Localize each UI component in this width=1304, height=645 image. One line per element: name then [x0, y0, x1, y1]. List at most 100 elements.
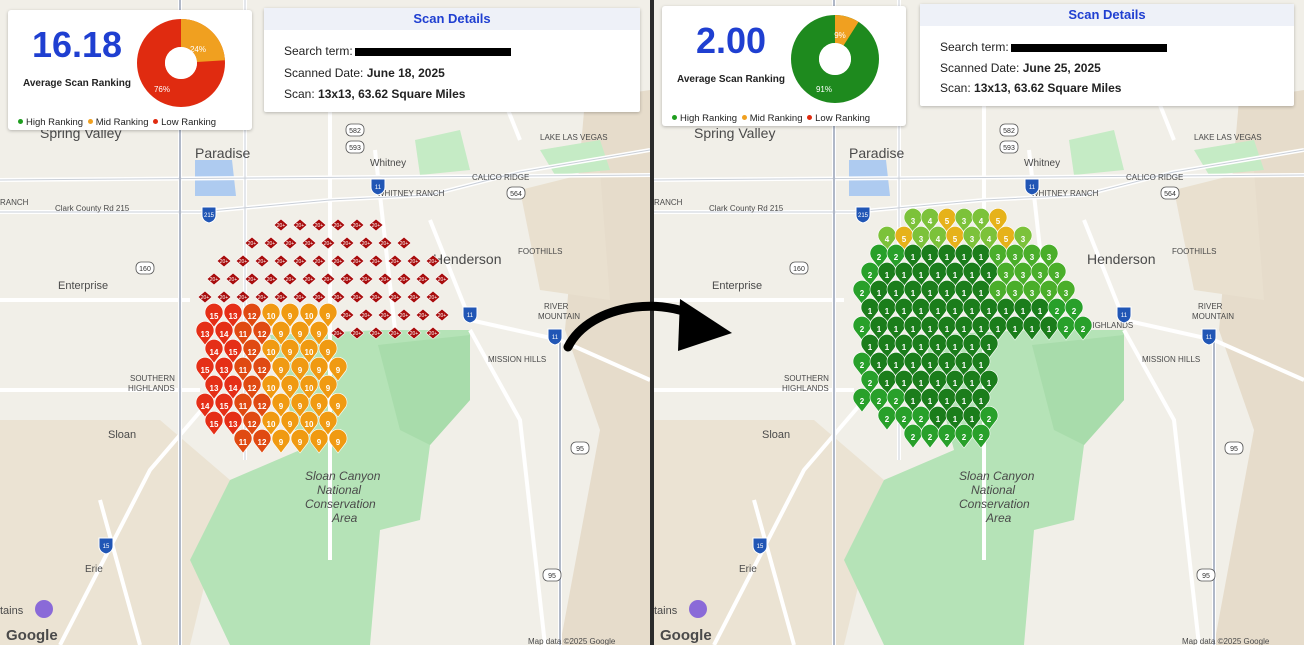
svg-text:1: 1 — [919, 307, 924, 316]
route-shield-icon: 582 — [345, 123, 365, 137]
rank-marker: 13 — [195, 321, 215, 346]
svg-text:4: 4 — [979, 217, 984, 226]
rank-marker-low: 20+ — [358, 272, 374, 286]
donut-mid-pct: 24% — [190, 45, 206, 54]
rank-marker: 9 — [328, 393, 348, 418]
svg-text:1: 1 — [953, 271, 958, 280]
svg-text:1: 1 — [928, 289, 933, 298]
svg-text:20+: 20+ — [372, 331, 381, 337]
rank-marker: 9 — [318, 411, 338, 436]
svg-text:15: 15 — [757, 544, 764, 550]
svg-text:3: 3 — [919, 235, 924, 244]
svg-text:9: 9 — [336, 366, 341, 375]
ranking-legend: High Ranking Mid Ranking Low Ranking — [670, 113, 870, 124]
svg-text:20+: 20+ — [258, 295, 267, 301]
svg-text:11: 11 — [552, 335, 559, 341]
rank-marker: 15 — [223, 339, 243, 364]
svg-text:1: 1 — [979, 325, 984, 334]
rank-marker-low: 20+ — [377, 272, 393, 286]
svg-text:11: 11 — [239, 366, 248, 375]
svg-text:12: 12 — [248, 384, 257, 393]
svg-text:3: 3 — [1013, 253, 1018, 262]
scanned-date-label: Scanned Date: — [284, 66, 364, 80]
scan-size-value: 13x13, 63.62 Square Miles — [974, 81, 1122, 95]
rank-marker: 13 — [214, 357, 234, 382]
rank-marker-low: 20+ — [396, 236, 412, 250]
svg-text:3: 3 — [911, 217, 916, 226]
svg-text:20+: 20+ — [277, 223, 286, 229]
rank-marker-low: 20+ — [235, 290, 251, 304]
rank-marker-low: 20+ — [320, 272, 336, 286]
park-ridge-area — [378, 335, 470, 445]
svg-text:1: 1 — [979, 289, 984, 298]
svg-text:10: 10 — [305, 420, 314, 429]
rank-marker: 10 — [299, 411, 319, 436]
road — [428, 219, 650, 382]
svg-text:15: 15 — [220, 402, 229, 411]
road — [98, 499, 142, 645]
rank-marker: 14 — [214, 321, 234, 346]
svg-text:9: 9 — [317, 366, 322, 375]
label-lake-las-vegas: LAKE LAS VEGAS — [540, 133, 608, 142]
svg-text:3: 3 — [1047, 289, 1052, 298]
svg-text:20+: 20+ — [410, 331, 419, 337]
search-term-label: Search term: — [284, 44, 353, 58]
rank-marker-low: 20+ — [406, 326, 422, 340]
svg-text:1: 1 — [945, 289, 950, 298]
rank-marker-low: 20+ — [349, 218, 365, 232]
rank-marker-low: 20+ — [244, 272, 260, 286]
rank-marker: 11 — [233, 393, 253, 418]
svg-text:2: 2 — [868, 271, 873, 280]
search-term-label: Search term: — [940, 40, 1009, 54]
svg-text:1: 1 — [894, 325, 899, 334]
legend-high-dot — [18, 119, 23, 125]
rank-marker-low: 20+ — [301, 236, 317, 250]
road — [1082, 219, 1304, 382]
svg-text:20+: 20+ — [372, 295, 381, 301]
svg-text:20+: 20+ — [315, 295, 324, 301]
search-term-row: Search term: — [284, 44, 511, 58]
svg-text:20+: 20+ — [372, 259, 381, 265]
terrain-southwest — [654, 420, 884, 645]
rank-marker: 10 — [261, 303, 281, 328]
svg-text:1: 1 — [928, 253, 933, 262]
route-shield-icon: 15 — [98, 537, 114, 555]
rank-marker-low: 20+ — [330, 290, 346, 304]
label-river-mountain: MOUNTAIN — [538, 312, 580, 321]
legend-low-dot — [807, 115, 813, 121]
road — [468, 329, 547, 645]
svg-text:10: 10 — [305, 384, 314, 393]
svg-text:1: 1 — [877, 325, 882, 334]
map-data-credit: Map data ©2025 Google — [528, 637, 616, 645]
rank-marker: 12 — [252, 357, 272, 382]
label-paradise: Paradise — [849, 145, 904, 161]
rank-marker-low: 20+ — [311, 290, 327, 304]
location-pin-icon — [35, 600, 53, 618]
rank-marker-low: 20+ — [349, 254, 365, 268]
svg-text:1: 1 — [919, 379, 924, 388]
svg-text:1: 1 — [970, 343, 975, 352]
route-shield-icon: 11 — [547, 328, 563, 346]
svg-text:20+: 20+ — [391, 259, 400, 265]
terrain-foothills — [520, 170, 610, 300]
route-shield-icon: 95 — [1196, 568, 1216, 582]
svg-text:1: 1 — [953, 379, 958, 388]
rank-marker-low: 20+ — [406, 290, 422, 304]
svg-text:1: 1 — [894, 361, 899, 370]
rank-marker-low: 20+ — [330, 326, 346, 340]
scanned-date-value: June 25, 2025 — [1022, 61, 1101, 75]
label-sloan-canyon: Area — [985, 511, 1012, 525]
rank-marker-low: 20+ — [377, 308, 393, 322]
redacted-search-term — [1010, 43, 1167, 52]
svg-text:593: 593 — [1003, 145, 1015, 152]
rank-marker: 3 — [1056, 280, 1076, 305]
rank-marker: 11 — [233, 321, 253, 346]
svg-text:95: 95 — [1202, 573, 1210, 580]
rank-marker-low: 20+ — [396, 308, 412, 322]
rank-marker-low: 20+ — [244, 236, 260, 250]
svg-text:215: 215 — [858, 213, 869, 219]
svg-text:1: 1 — [962, 289, 967, 298]
rank-marker: 9 — [309, 357, 329, 382]
rank-marker-low: 20+ — [358, 308, 374, 322]
rank-marker: 10 — [299, 303, 319, 328]
